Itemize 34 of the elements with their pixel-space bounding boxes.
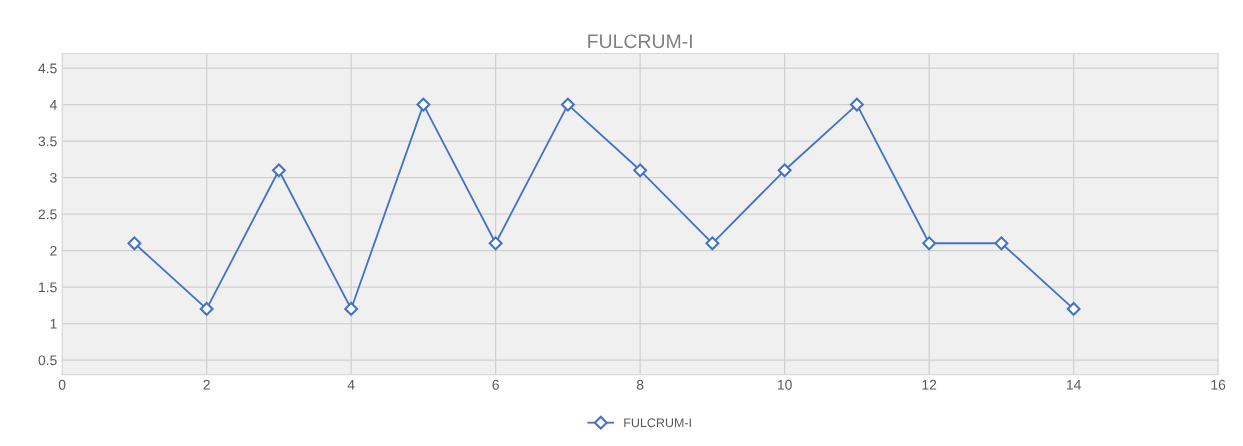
x-tick-label: 14 <box>1066 380 1081 390</box>
point <box>416 97 431 112</box>
y-tick-label: 4.5 <box>38 63 57 74</box>
legend-label: FULCRUM-I <box>624 418 691 428</box>
point <box>560 97 575 112</box>
x-tick-label: 10 <box>777 379 792 390</box>
point <box>127 236 142 251</box>
y-tick-label: 1 <box>50 319 57 329</box>
point <box>199 302 214 316</box>
y-tick-label: 3.5 <box>38 136 57 147</box>
point <box>849 97 864 112</box>
chart-title: FULCRUM-I <box>588 34 692 49</box>
y-tick-label: 3 <box>50 172 57 183</box>
point <box>994 236 1009 251</box>
x-tick-label: 0 <box>58 379 66 390</box>
y-tick-label: 0.5 <box>38 355 57 366</box>
x-tick-label: 2 <box>203 379 210 390</box>
point <box>344 302 359 316</box>
y-tick-label: 1.5 <box>39 282 57 293</box>
point <box>777 163 792 178</box>
y-tick-label: 4 <box>49 100 57 110</box>
point <box>488 236 503 251</box>
x-tick-label: 12 <box>922 379 937 390</box>
point <box>1066 302 1081 316</box>
x-tick-label: 8 <box>636 379 644 390</box>
x-tick-label: 4 <box>347 380 355 390</box>
point <box>633 163 648 178</box>
x-tick-label: 16 <box>1211 379 1226 390</box>
x-tick-label: 6 <box>492 379 499 390</box>
y-tick-label: 2.5 <box>38 209 57 220</box>
point <box>271 163 286 178</box>
point <box>922 236 937 251</box>
point <box>705 236 720 251</box>
y-tick-label: 2 <box>50 245 57 256</box>
